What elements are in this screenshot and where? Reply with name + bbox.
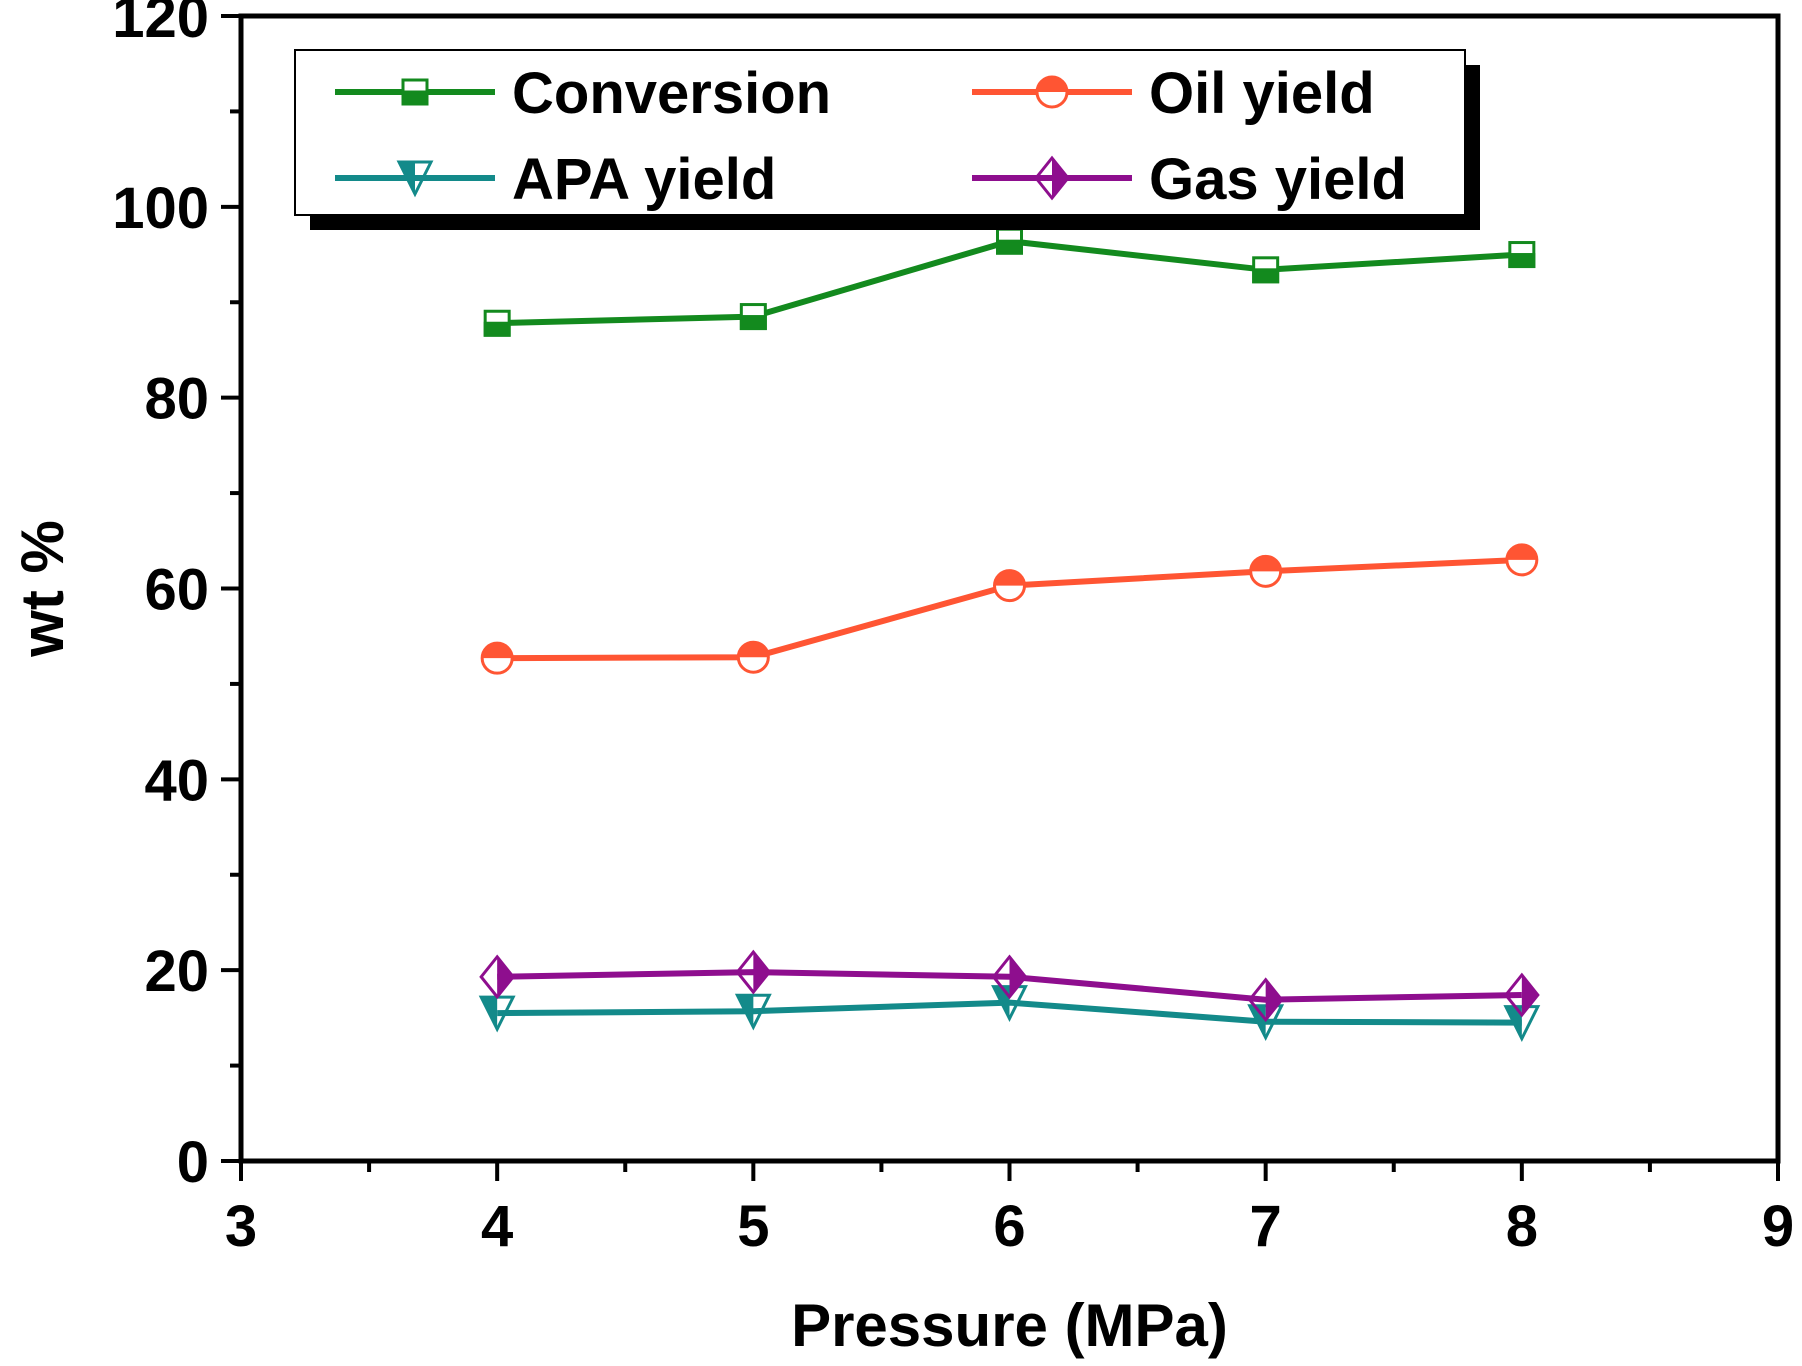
x-tick-label: 4: [481, 1194, 513, 1259]
y-tick-label: 60: [144, 558, 209, 623]
legend-label: Oil yield: [1149, 61, 1375, 126]
x-axis-title: Pressure (MPa): [791, 1292, 1228, 1359]
y-tick-label: 100: [112, 176, 209, 241]
data-point-oil-yield: [1249, 554, 1283, 588]
legend-box: [294, 49, 1466, 216]
data-point-apa-yield: [734, 993, 772, 1031]
data-point-conversion: [483, 309, 511, 337]
x-tick-label: 8: [1506, 1194, 1538, 1259]
data-point-gas-yield: [1503, 972, 1540, 1018]
legend-label: Conversion: [512, 61, 831, 126]
data-point-conversion: [996, 227, 1023, 255]
x-tick-label: 7: [1250, 1194, 1282, 1259]
data-point-apa-yield: [1503, 1005, 1541, 1043]
legend-items: Conversion Oil yield APA yield Gas yield: [335, 61, 1407, 212]
legend-marker-apa-yield: [396, 160, 434, 198]
legend-marker-conversion: [401, 78, 429, 106]
series-markers: [478, 227, 1541, 1043]
legend: Conversion Oil yield APA yield Gas yield: [294, 49, 1480, 230]
axis-tick-labels: 3 4 5 6 7 8 9 0 20 40 60 80 100 120: [112, 0, 1794, 1259]
legend-entry-conversion: Conversion: [335, 61, 831, 126]
data-point-conversion: [1252, 256, 1280, 284]
data-point-oil-yield: [736, 640, 770, 674]
legend-label: Gas yield: [1149, 147, 1407, 212]
y-tick-label: 80: [144, 367, 209, 432]
y-tick-label: 20: [144, 939, 209, 1004]
x-tick-label: 5: [737, 1194, 769, 1259]
x-tick-label: 6: [993, 1194, 1025, 1259]
legend-marker-oil-yield: [1035, 75, 1069, 109]
y-tick-label: 40: [144, 748, 209, 813]
data-point-oil-yield: [993, 569, 1026, 603]
legend-entry-oil-yield: Oil yield: [972, 61, 1375, 126]
data-point-gas-yield: [479, 954, 516, 1000]
legend-entry-gas-yield: Gas yield: [972, 147, 1407, 212]
data-point-gas-yield: [1247, 977, 1284, 1023]
y-axis-title: wt %: [9, 520, 76, 658]
data-point-gas-yield: [991, 954, 1028, 1000]
x-tick-label: 9: [1762, 1194, 1794, 1259]
legend-marker-gas-yield: [1034, 155, 1070, 201]
data-point-oil-yield: [480, 641, 514, 675]
data-point-conversion: [739, 303, 767, 331]
legend-label: APA yield: [512, 147, 776, 212]
axis-ticks: [221, 14, 1780, 1181]
data-point-gas-yield: [735, 949, 772, 995]
y-tick-label: 120: [112, 0, 209, 50]
x-tick-label: 3: [225, 1194, 257, 1259]
data-point-conversion: [1508, 241, 1536, 269]
data-point-oil-yield: [1505, 543, 1539, 577]
legend-entry-apa-yield: APA yield: [335, 147, 776, 212]
y-tick-label: 0: [177, 1130, 209, 1195]
